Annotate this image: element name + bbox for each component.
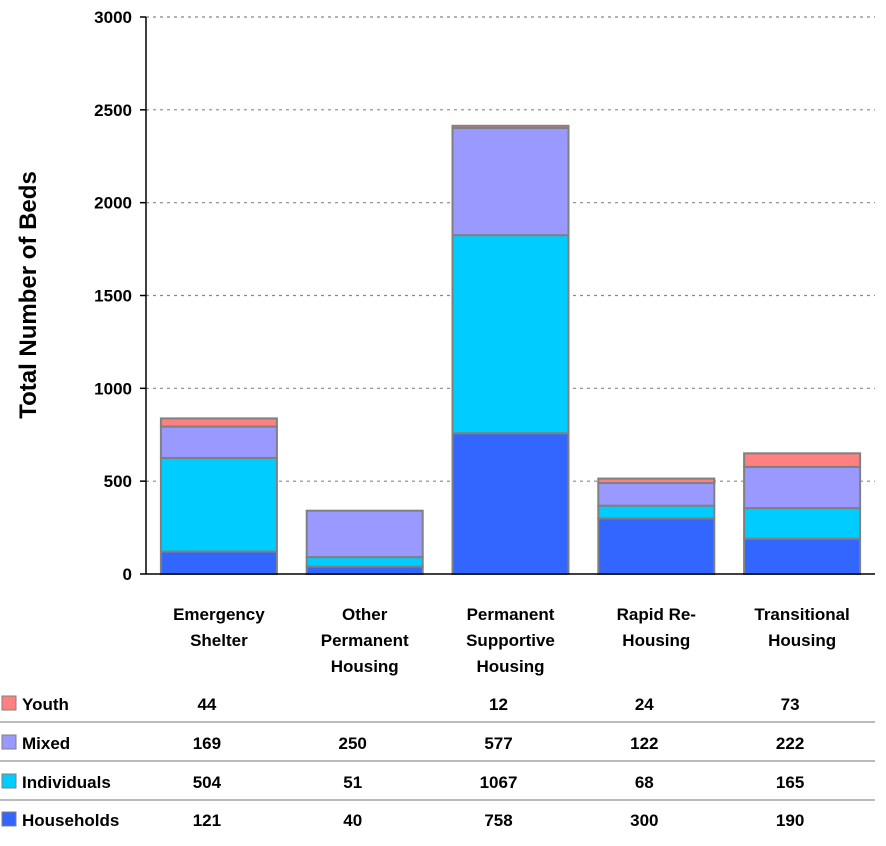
table-value: 44	[197, 695, 216, 714]
legend-swatch-mixed	[1, 734, 17, 750]
bar-segment-individuals	[159, 456, 278, 553]
bar-segment-households	[159, 550, 278, 576]
bar-segment-individuals	[305, 556, 424, 568]
bar-segment-mixed	[743, 465, 862, 510]
bar-segment-youth	[597, 477, 716, 485]
bar-segment-individuals	[451, 234, 570, 435]
bar-segment-households	[305, 565, 424, 575]
table-value: 577	[484, 734, 512, 753]
y-tick-label: 2500	[94, 101, 132, 120]
y-tick-labels: 0 500 1000 1500 2000 2500 3000	[94, 8, 132, 584]
x-category-label: Shelter	[190, 631, 248, 650]
bars	[159, 124, 862, 576]
table-value: 165	[776, 773, 804, 792]
table-value: 51	[343, 773, 362, 792]
bar-segment-mixed	[159, 425, 278, 459]
x-category-label: Rapid Re-	[617, 605, 696, 624]
y-axis-label: Total Number of Beds	[15, 171, 42, 419]
legend-label-mixed: Mixed	[22, 734, 70, 753]
table-value: 1067	[480, 773, 518, 792]
y-tick-label: 2000	[94, 194, 132, 213]
table-value: 250	[339, 734, 367, 753]
table-value: 121	[193, 811, 221, 830]
legend-swatch-households	[1, 811, 17, 827]
bar-segment-mixed	[451, 127, 570, 237]
y-tick-label: 1500	[94, 287, 132, 306]
table-value: 73	[781, 695, 800, 714]
bar-segment-youth	[451, 124, 570, 130]
bar-segment-mixed	[597, 482, 716, 507]
legend-label-individuals: Individuals	[22, 773, 111, 792]
bar-segment-households	[451, 432, 570, 576]
x-category-label: Permanent	[467, 605, 555, 624]
y-tick-label: 1000	[94, 379, 132, 398]
table-value: 169	[193, 734, 221, 753]
x-category-label: Other	[342, 605, 388, 624]
legend-label-youth: Youth	[22, 695, 69, 714]
x-category-label: Permanent	[321, 631, 409, 650]
bar-segment-youth	[743, 452, 862, 468]
x-category-labels: Emergency Shelter Other Permanent Housing Per…	[173, 605, 850, 676]
x-category-label: Supportive	[466, 631, 555, 650]
x-category-label: Emergency	[173, 605, 265, 624]
legend-label-households: Households	[22, 811, 119, 830]
bar-segment-mixed	[305, 509, 424, 559]
table-value: 758	[484, 811, 512, 830]
y-tick-label: 0	[123, 565, 132, 584]
data-table: Youth 44 12 24 73 Mixed 169 250 577 122 222 Individ…	[0, 695, 875, 830]
table-value: 190	[776, 811, 804, 830]
axes	[140, 16, 875, 575]
x-category-label: Housing	[768, 631, 836, 650]
table-value: 504	[193, 773, 222, 792]
x-category-label: Housing	[622, 631, 690, 650]
table-value: 300	[630, 811, 658, 830]
table-value: 12	[489, 695, 508, 714]
table-value: 40	[343, 811, 362, 830]
bar-segment-individuals	[743, 507, 862, 540]
bar-segment-individuals	[597, 504, 716, 520]
table-value: 222	[776, 734, 804, 753]
bar-segment-youth	[159, 417, 278, 428]
y-tick-label: 500	[104, 472, 132, 491]
legend-swatch-youth	[1, 695, 17, 711]
bar-segment-households	[743, 537, 862, 575]
table-value: 24	[635, 695, 654, 714]
x-category-label: Transitional	[754, 605, 849, 624]
bar-segment-households	[597, 517, 716, 575]
y-tick-label: 3000	[94, 8, 132, 27]
legend-swatch-individuals	[1, 773, 17, 789]
table-value: 68	[635, 773, 654, 792]
table-value: 122	[630, 734, 658, 753]
x-category-label: Housing	[477, 657, 545, 676]
x-category-label: Housing	[331, 657, 399, 676]
